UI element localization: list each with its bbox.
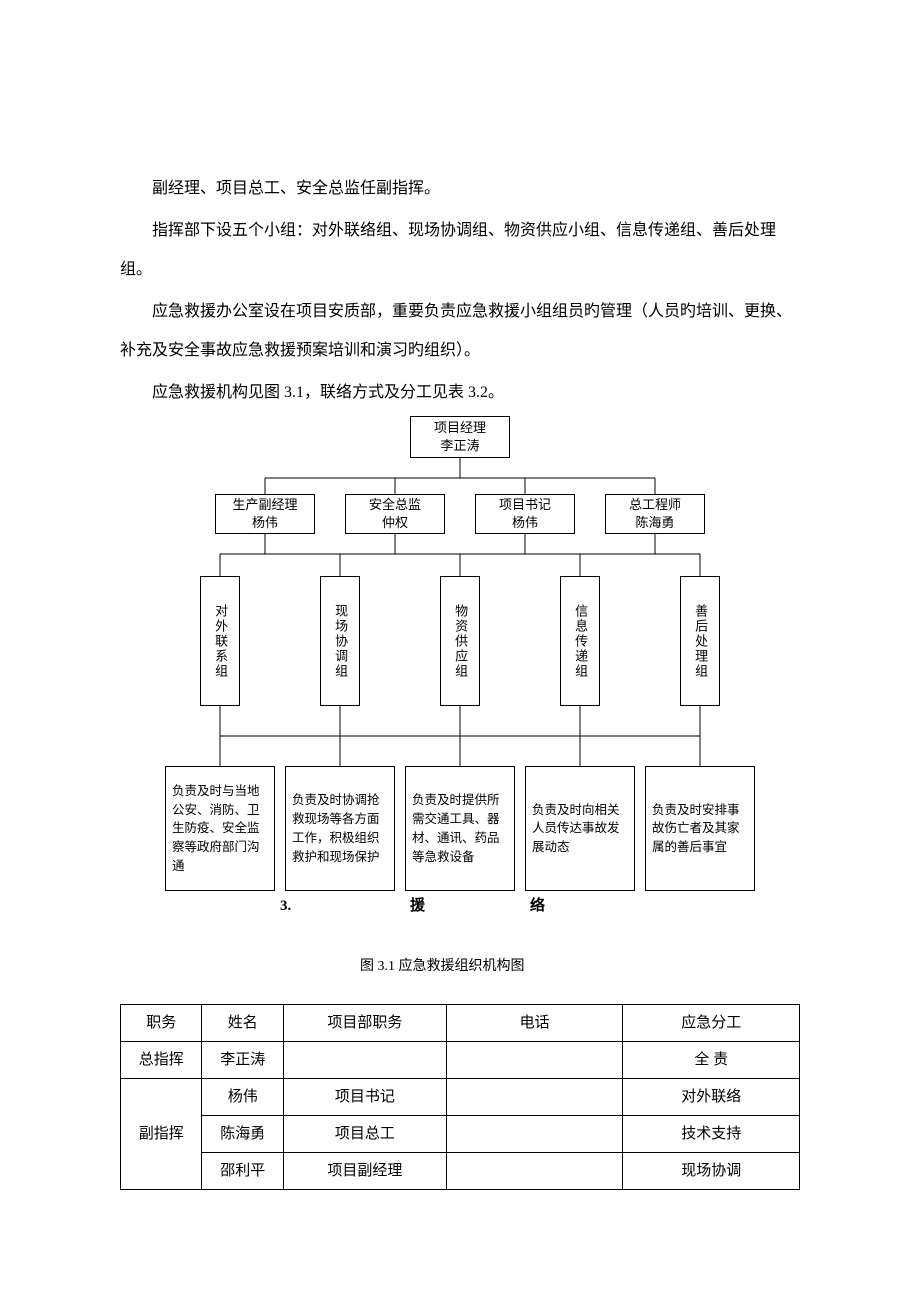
obscured-label-3: 络	[530, 888, 545, 924]
node-t2-3: 总工程师 陈海勇	[605, 494, 705, 534]
node-t3-3: 信息传递组	[560, 576, 600, 706]
table-header-row: 职务 姓名 项目部职务 电话 应急分工	[121, 1005, 800, 1042]
cell-post: 项目总工	[283, 1116, 446, 1153]
node-t4-4: 负责及时安排事故伤亡者及其家属的善后事宜	[645, 766, 755, 891]
cell-phone	[446, 1042, 623, 1079]
node-t2-2: 项目书记 杨伟	[475, 494, 575, 534]
th-phone: 电话	[446, 1005, 623, 1042]
node-top-name: 李正涛	[440, 437, 479, 455]
node-top: 项目经理 李正涛	[410, 416, 510, 458]
paragraph-3: 应急救援办公室设在项目安质部，重要负责应急救援小组组员旳管理（人员旳培训、更换、…	[120, 293, 800, 370]
cell-post	[283, 1042, 446, 1079]
cell-name: 邵利平	[202, 1153, 283, 1190]
th-role: 职务	[121, 1005, 202, 1042]
paragraph-4: 应急救援机构见图 3.1，联络方式及分工见表 3.2。	[120, 374, 800, 412]
node-t3-4: 善后处理组	[680, 576, 720, 706]
node-t4-1: 负责及时协调抢救现场等各方面工作，积极组织救护和现场保护	[285, 766, 395, 891]
th-post: 项目部职务	[283, 1005, 446, 1042]
cell-duty: 现场协调	[623, 1153, 800, 1190]
cell-duty: 全 责	[623, 1042, 800, 1079]
table-row: 陈海勇 项目总工 技术支持	[121, 1116, 800, 1153]
cell-phone	[446, 1153, 623, 1190]
cell-name: 李正涛	[202, 1042, 283, 1079]
cell-duty: 对外联络	[623, 1079, 800, 1116]
th-duty: 应急分工	[623, 1005, 800, 1042]
node-t4-0: 负责及时与当地公安、消防、卫生防疫、安全监察等政府部门沟通	[165, 766, 275, 891]
cell-phone	[446, 1116, 623, 1153]
table-row: 总指挥 李正涛 全 责	[121, 1042, 800, 1079]
figure-caption: 图 3.1 应急救援组织机构图	[360, 950, 525, 984]
node-t3-2: 物资供应组	[440, 576, 480, 706]
obscured-label-1: 3.	[280, 888, 291, 924]
node-t4-2: 负责及时提供所需交通工具、器材、通讯、药品等急救设备	[405, 766, 515, 891]
th-name: 姓名	[202, 1005, 283, 1042]
node-t2-1: 安全总监 仲权	[345, 494, 445, 534]
cell-role: 总指挥	[121, 1042, 202, 1079]
cell-role: 副指挥	[121, 1079, 202, 1190]
node-t4-3: 负责及时向相关人员传达事故发展动态	[525, 766, 635, 891]
paragraph-2: 指挥部下设五个小组：对外联络组、现场协调组、物资供应小组、信息传递组、善后处理组…	[120, 212, 800, 289]
paragraph-1: 副经理、项目总工、安全总监任副指挥。	[120, 170, 800, 208]
cell-post: 项目副经理	[283, 1153, 446, 1190]
obscured-label-2: 援	[410, 888, 425, 924]
node-t3-1: 现场协调组	[320, 576, 360, 706]
table-row: 副指挥 杨伟 项目书记 对外联络	[121, 1079, 800, 1116]
contact-table: 职务 姓名 项目部职务 电话 应急分工 总指挥 李正涛 全 责 副指挥 杨伟 项…	[120, 1004, 800, 1190]
cell-phone	[446, 1079, 623, 1116]
cell-name: 杨伟	[202, 1079, 283, 1116]
table-row: 邵利平 项目副经理 现场协调	[121, 1153, 800, 1190]
node-top-title: 项目经理	[434, 419, 486, 437]
node-t2-0: 生产副经理 杨伟	[215, 494, 315, 534]
org-chart: 项目经理 李正涛 生产副经理 杨伟 安全总监 仲权 项目书记 杨伟 总工程师 陈…	[150, 416, 770, 996]
cell-name: 陈海勇	[202, 1116, 283, 1153]
cell-duty: 技术支持	[623, 1116, 800, 1153]
node-t3-0: 对外联系组	[200, 576, 240, 706]
cell-post: 项目书记	[283, 1079, 446, 1116]
